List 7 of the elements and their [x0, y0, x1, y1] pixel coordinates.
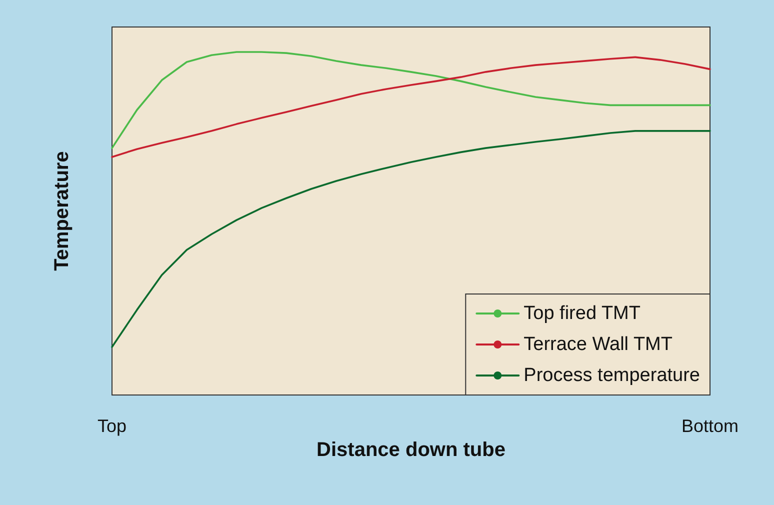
legend-label: Top fired TMT	[524, 303, 641, 324]
x-tick-label: Top	[97, 416, 127, 436]
x-tick-label: Bottom	[681, 416, 739, 436]
y-axis-title: Temperature	[51, 151, 73, 271]
legend-label: Process temperature	[524, 365, 700, 386]
x-axis-title: Distance down tube	[316, 438, 506, 461]
legend-label: Terrace Wall TMT	[524, 334, 673, 355]
